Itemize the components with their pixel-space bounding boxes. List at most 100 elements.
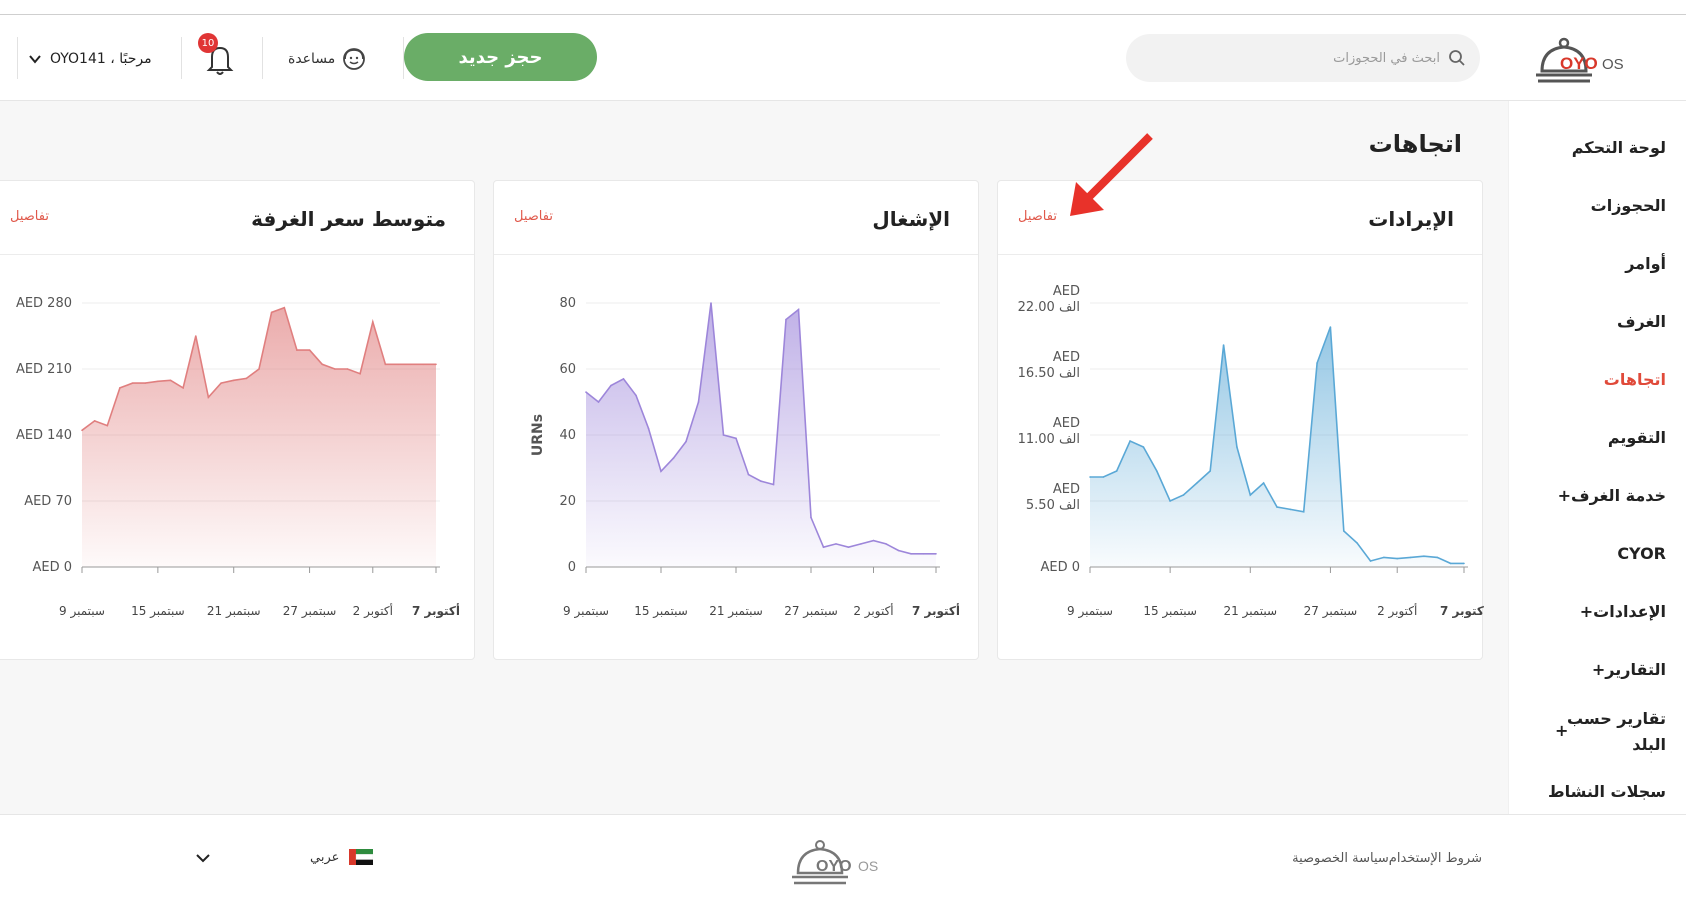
terms-link[interactable]: شروط الإستخدام [1388,851,1482,866]
x-tick-label: سبتمبر 27 [784,604,838,619]
privacy-link[interactable]: سياسة الخصوصية [1292,851,1389,866]
y-axis-label: URNs [530,414,546,456]
data-point [157,380,159,383]
divider [403,37,404,79]
sidebar-item-country-reports[interactable]: تقارير حسب البلد [1566,709,1666,754]
data-point [610,384,612,387]
data-point [597,401,600,403]
data-point [722,434,725,436]
details-link[interactable]: تفاصيل [514,209,553,224]
search-bar[interactable] [1126,34,1480,82]
data-point [371,321,374,323]
y-tick-label: AED [1053,416,1080,431]
data-point [1249,494,1252,496]
sidebar: لوحة التحكم الحجوزات أوامر الغرف اتجاهات… [1508,101,1686,814]
data-point [1089,476,1091,478]
data-point [897,549,900,552]
data-point [182,387,184,389]
sidebar-item-dashboard[interactable]: لوحة التحكم [1571,138,1666,157]
data-point [635,394,637,397]
sidebar-item-orders[interactable]: أوامر [1625,254,1666,273]
oyo-os-logo[interactable]: OYO OS [1534,31,1630,87]
data-point [207,396,210,399]
sidebar-item-reports[interactable]: التقارير+ [1591,660,1666,679]
details-link[interactable]: تفاصيل [1018,209,1057,224]
bell-icon[interactable] [204,41,236,77]
sidebar-item-room-service[interactable]: خدمة الغرف+ [1557,486,1666,505]
y-tick-label: AED [1053,482,1080,497]
data-point [647,427,650,430]
new-booking-button[interactable]: حجز جديد [404,33,597,81]
sidebar-item-calendar[interactable]: التقويم [1607,428,1666,447]
expand-plus-icon[interactable]: + [1555,721,1569,740]
data-point [1236,446,1238,448]
notification-badge: 10 [198,33,218,53]
x-tick-label: سبتمبر 15 [131,604,185,619]
x-tick-label: أكتوبر 2 [853,603,893,619]
user-menu[interactable]: مرحبًا ، OYO141 [28,45,168,73]
y-tick-label: AED 0 [1040,560,1080,575]
card-header: الإيرادات تفاصيل [998,181,1482,255]
data-point [585,391,587,393]
data-point [922,553,925,555]
language-selector[interactable]: عربي [310,849,374,865]
sidebar-item-trends[interactable]: اتجاهات [1603,370,1666,389]
x-tick-label: أكتوبر 2 [1377,603,1417,619]
top-header: OYO OS حجز جديد مساعدة 10 مرحبًا ، OYO14… [0,15,1686,101]
x-tick-label: أكتوبر 2 [353,603,393,619]
data-point [258,368,260,370]
chevron-down-icon[interactable] [194,849,212,867]
divider [181,37,182,79]
annotation-arrow-icon [1070,133,1153,216]
arr-card: متوسط سعر الغرفة تفاصيل AED 0 AED 70 AED 1… [0,180,475,660]
data-point [1289,508,1292,511]
data-point [1369,560,1372,562]
sidebar-item-rooms[interactable]: الغرف [1616,312,1666,331]
data-point [1129,440,1131,442]
sidebar-item-activity-logs[interactable]: سجلات النشاط [1548,782,1666,801]
data-point [1423,555,1425,557]
svg-text:OS: OS [858,858,878,874]
details-link[interactable]: تفاصيل [10,209,49,224]
data-point [1449,562,1452,565]
y-tick-label: 20 [559,494,576,509]
data-point [1396,557,1399,560]
data-point [1276,506,1278,508]
data-point [194,335,197,337]
sidebar-item-bookings[interactable]: الحجوزات [1590,196,1666,215]
x-tick-label: سبتمبر 9 [563,604,609,619]
page-title: اتجاهات [1368,130,1462,158]
x-tick-label: سبتمبر 15 [1143,604,1197,619]
help-button[interactable]: مساعدة [288,45,378,73]
y-tick-label: AED 70 [24,494,72,509]
data-point [1463,562,1465,565]
search-input[interactable] [1140,50,1440,66]
y-tick-label: 0 [568,560,576,575]
data-point [672,457,675,459]
data-point [797,308,800,311]
card-header: الإشغال تفاصيل [494,181,978,255]
card-title: الإشغال [872,207,950,231]
data-point [144,382,147,384]
data-point [283,306,286,309]
data-point [1115,470,1118,472]
y-tick-label: 11.00 الف [1018,432,1080,447]
divider [262,37,263,79]
y-tick-label: AED 210 [16,362,72,377]
data-point [106,424,109,427]
data-point [772,483,775,486]
card-title: متوسط سعر الغرفة [251,207,446,231]
arr-chart: AED 0 AED 70 AED 140 AED 210 AED 280 سبتمبر 9… [16,296,460,619]
data-point [747,473,750,476]
data-point [422,363,425,366]
x-tick-label: أكتوبر 7 [412,603,460,619]
series-area [82,307,436,567]
x-tick-label: سبتمبر 9 [1067,604,1113,619]
data-point [1342,530,1345,532]
y-tick-label: 80 [559,296,576,311]
data-point [710,302,712,304]
data-point [835,543,837,545]
sidebar-item-cyor[interactable]: CYOR [1617,544,1666,563]
data-point [872,539,875,542]
sidebar-item-settings[interactable]: الإعدادات+ [1579,602,1666,621]
